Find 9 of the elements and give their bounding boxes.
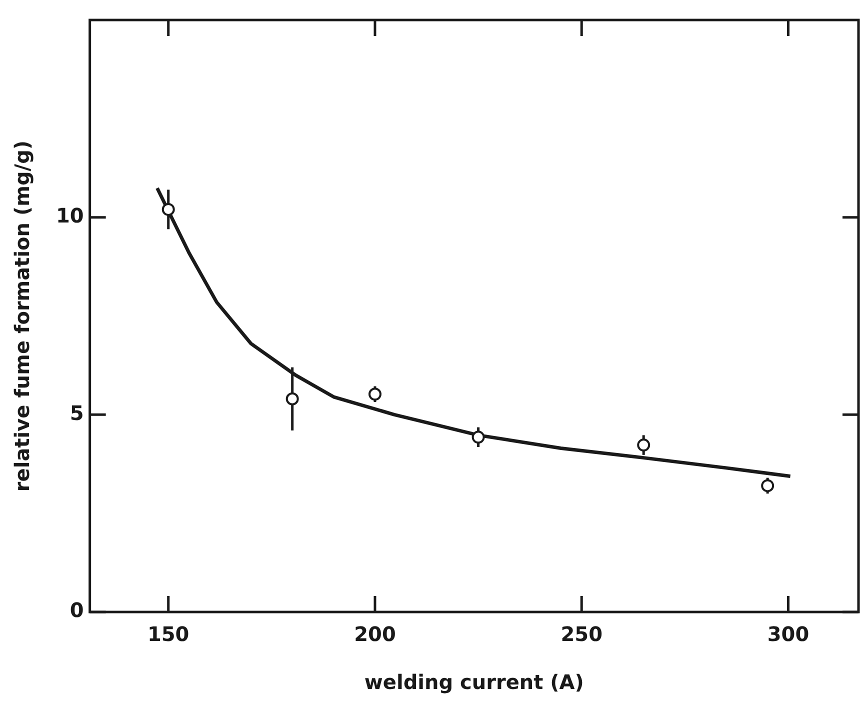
- y-tick-label: 10: [56, 204, 84, 228]
- x-tick-label: 250: [560, 622, 602, 646]
- y-tick-label: 0: [70, 598, 84, 622]
- x-tick-label: 200: [354, 622, 396, 646]
- x-axis-title: welding current (A): [364, 670, 584, 694]
- y-tick-label: 5: [70, 400, 84, 425]
- y-axis-title: relative fume formation (mg/g): [10, 140, 34, 492]
- x-tick-label: 300: [767, 622, 810, 646]
- x-tick-label: 150: [147, 622, 190, 646]
